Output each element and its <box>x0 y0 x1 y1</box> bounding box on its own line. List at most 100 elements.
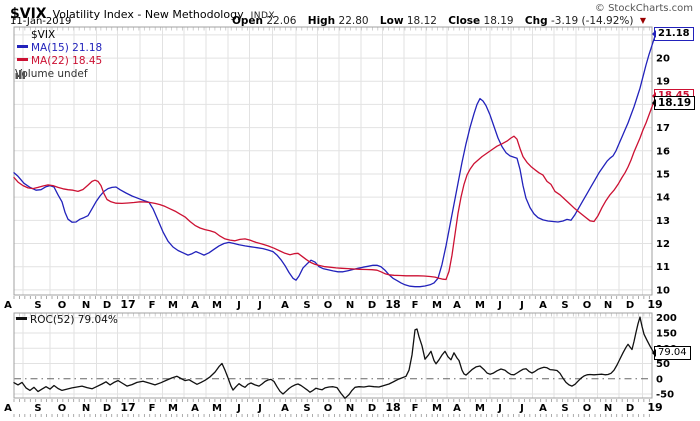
stockcharts-credit-link[interactable]: © StockCharts.com <box>594 3 693 14</box>
legend-roc: ROC(52) 79.04% <box>16 314 118 326</box>
panel-border <box>13 312 653 399</box>
x-axis-label: J <box>497 300 502 311</box>
legend-ma22: MA(22) 18.45 <box>17 55 102 67</box>
y-axis-label: 150 <box>656 328 677 339</box>
volume-bars-icon <box>15 70 25 79</box>
y-axis-label: 14 <box>656 193 670 204</box>
x-axis-label: A <box>191 403 199 414</box>
y-axis-label: 16 <box>656 146 670 157</box>
x-axis-label: O <box>58 403 67 414</box>
x-axis-label: O <box>324 403 333 414</box>
x-axis-label: A <box>539 300 547 311</box>
panel-border <box>13 26 653 296</box>
x-axis-label: M <box>168 300 178 311</box>
y-axis-label: 20 <box>656 54 670 65</box>
x-axis-label: D <box>368 403 376 414</box>
x-axis-label: N <box>82 300 90 311</box>
panel-bg <box>14 313 652 398</box>
y-axis-label: 17 <box>656 123 670 134</box>
ohlc-quote-bar: Open 22.06 High 22.80 Low 18.12 Close 18… <box>232 15 646 27</box>
series-line-ma-22- <box>13 94 658 281</box>
ma15-line-swatch <box>17 45 28 48</box>
chg-down-arrow-icon: ▼ <box>639 16 646 25</box>
x-axis-label: N <box>604 300 612 311</box>
x-axis-label: M <box>212 403 222 414</box>
x-axis-label: N <box>604 403 612 414</box>
chg-value: -3.19 (-14.92%) <box>550 15 634 27</box>
legend-symbol: $VIX <box>31 29 56 41</box>
legend-roc-label: ROC(52) 79.04% <box>30 314 118 326</box>
x-axis-label: D <box>103 300 111 311</box>
y-axis-label: 50 <box>656 359 670 370</box>
callout-roc-last: 79.04 <box>652 346 691 360</box>
x-axis-label: J <box>519 300 524 311</box>
x-axis-label: S <box>34 300 41 311</box>
callout-ma15-last: 21.18 <box>652 27 694 41</box>
x-axis-label: J <box>236 403 241 414</box>
x-axis-label: J <box>257 403 262 414</box>
callout-close-last: 18.19 <box>651 96 696 110</box>
x-axis-label: A <box>539 403 547 414</box>
x-axis-label: N <box>82 403 90 414</box>
x-axis-label: 19 <box>647 298 662 311</box>
low-label: Low <box>379 15 404 27</box>
x-axis-label: S <box>303 403 310 414</box>
x-axis-label: M <box>212 300 222 311</box>
x-axis-label: S <box>303 300 310 311</box>
x-axis-label: A <box>453 403 461 414</box>
y-axis-label: 0 <box>656 374 663 385</box>
series-line-roc-52- <box>13 316 657 399</box>
high-value: 22.80 <box>338 15 369 27</box>
x-axis-label: S <box>561 403 568 414</box>
series-line-ma-15- <box>13 31 658 288</box>
y-axis-label: 10 <box>656 285 670 296</box>
y-axis-label: -50 <box>656 390 674 401</box>
x-axis-label: S <box>34 403 41 414</box>
x-axis-label: A <box>453 300 461 311</box>
x-axis-label: D <box>368 300 376 311</box>
legend-ma22-label: MA(22) 18.45 <box>31 55 103 67</box>
x-axis-label: A <box>281 300 289 311</box>
x-axis-label: 18 <box>385 401 400 414</box>
symbol-name: Volatility Index - New Methodology <box>52 8 244 21</box>
legend-ma15-label: MA(15) 21.18 <box>31 42 103 54</box>
x-axis-label: F <box>149 403 156 414</box>
x-axis-label: 17 <box>120 298 135 311</box>
ma22-line-swatch <box>17 58 28 61</box>
x-axis-label: D <box>103 403 111 414</box>
x-axis-label: 18 <box>385 298 400 311</box>
y-axis-label: 13 <box>656 216 670 227</box>
x-axis-label: S <box>561 300 568 311</box>
x-axis-label: F <box>149 300 156 311</box>
x-axis-label: O <box>324 300 333 311</box>
x-axis-label: M <box>168 403 178 414</box>
x-axis-label: O <box>583 403 592 414</box>
x-axis-label: O <box>583 300 592 311</box>
exchange-label: INDX <box>250 11 276 21</box>
chart-title: $VIX Volatility Index - New Methodology IN… <box>10 3 275 22</box>
x-axis-label: M <box>475 403 485 414</box>
y-axis-label: 12 <box>656 239 670 250</box>
x-axis-label: O <box>58 300 67 311</box>
close-value: 18.19 <box>483 15 514 27</box>
legend-ma15: MA(15) 21.18 <box>17 42 102 54</box>
x-axis-label: J <box>519 403 524 414</box>
x-axis-label: F <box>412 300 419 311</box>
x-axis-label: 19 <box>647 401 662 414</box>
chart-date: 11-Jan-2019 <box>10 16 72 27</box>
legend-volume-label: Volume undef <box>15 68 88 80</box>
x-axis-label: F <box>412 403 419 414</box>
x-axis-label: D <box>626 300 634 311</box>
x-axis-label: 17 <box>120 401 135 414</box>
ticker-symbol: $VIX <box>10 6 47 22</box>
x-axis-label: M <box>432 300 442 311</box>
x-axis-label: J <box>257 300 262 311</box>
x-axis-label: J <box>497 403 502 414</box>
open-label: Open <box>231 15 264 27</box>
panel-bg <box>14 27 652 295</box>
x-axis-label: D <box>626 403 634 414</box>
open-value: 22.06 <box>266 15 297 27</box>
y-axis-label: 19 <box>656 77 670 88</box>
